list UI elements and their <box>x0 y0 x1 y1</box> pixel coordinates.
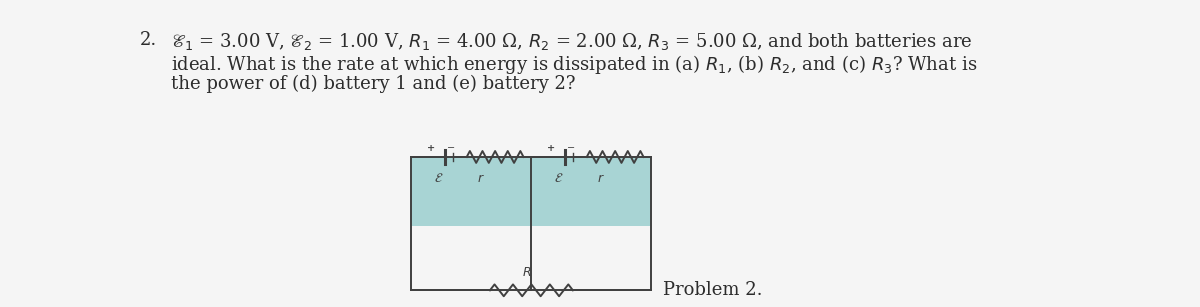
Text: Problem 2.: Problem 2. <box>664 281 763 299</box>
Text: +: + <box>547 144 556 153</box>
Text: +: + <box>427 144 436 153</box>
Bar <box>412 157 532 226</box>
Text: the power of (d) battery 1 and (e) battery 2?: the power of (d) battery 1 and (e) batte… <box>172 75 576 93</box>
Text: 2.: 2. <box>139 32 157 49</box>
Text: $R$: $R$ <box>522 266 532 279</box>
Text: $r$: $r$ <box>476 172 485 185</box>
Text: $\mathcal{E}$: $\mathcal{E}$ <box>554 172 564 185</box>
Bar <box>532 157 652 226</box>
Text: $\mathcal{E}$: $\mathcal{E}$ <box>434 172 444 185</box>
Text: ideal. What is the rate at which energy is dissipated in (a) $R_1$, (b) $R_2$, a: ideal. What is the rate at which energy … <box>172 53 978 76</box>
Text: $\mathscr{E}_1$ = 3.00 V, $\mathscr{E}_2$ = 1.00 V, $R_1$ = 4.00 Ω, $R_2$ = 2.00: $\mathscr{E}_1$ = 3.00 V, $\mathscr{E}_2… <box>172 32 973 52</box>
Text: −: − <box>566 144 575 153</box>
Text: $r$: $r$ <box>596 172 605 185</box>
Text: −: − <box>446 144 455 153</box>
